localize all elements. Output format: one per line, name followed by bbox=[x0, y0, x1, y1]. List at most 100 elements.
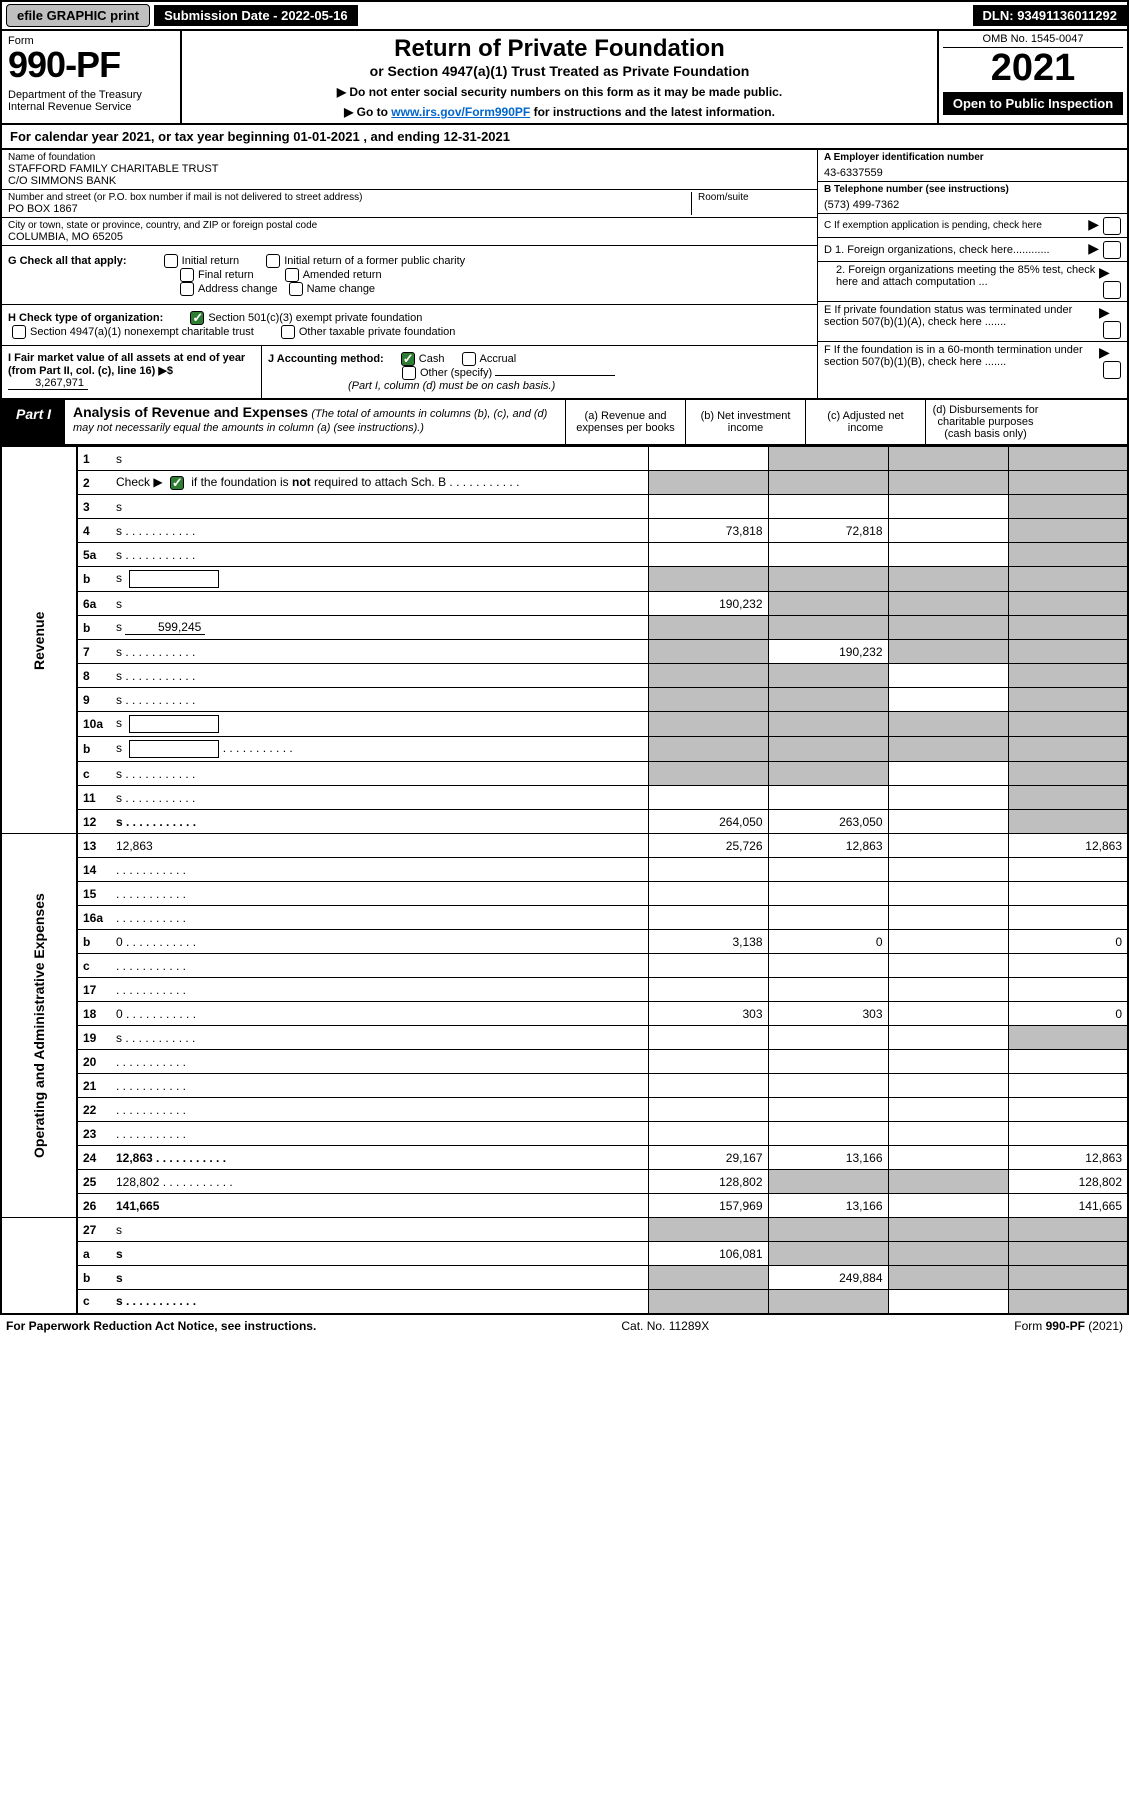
checkbox-name-change[interactable] bbox=[289, 282, 303, 296]
cell-amount bbox=[888, 954, 1008, 978]
checkbox-other-method[interactable] bbox=[402, 366, 416, 380]
line-number: 13 bbox=[77, 834, 111, 858]
line-desc: s bbox=[111, 810, 648, 834]
cell-amount bbox=[1008, 1050, 1128, 1074]
line-desc: 12,863 bbox=[111, 834, 648, 858]
submission-date: Submission Date - 2022-05-16 bbox=[154, 5, 358, 26]
checkbox-4947[interactable] bbox=[12, 325, 26, 339]
column-headers: (a) Revenue and expenses per books (b) N… bbox=[565, 400, 1045, 444]
table-row: 2Check ▶ if the foundation is not requir… bbox=[1, 471, 1128, 495]
cell-shaded bbox=[768, 616, 888, 640]
table-row: 23 bbox=[1, 1122, 1128, 1146]
inline-value: 599,245 bbox=[125, 620, 205, 635]
cell-shaded bbox=[768, 762, 888, 786]
line-number: 27 bbox=[77, 1218, 111, 1242]
cell-amount bbox=[888, 1122, 1008, 1146]
f-label: F If the foundation is in a 60-month ter… bbox=[824, 344, 1099, 368]
ein-value: 43-6337559 bbox=[824, 163, 1121, 179]
cell-shaded bbox=[648, 664, 768, 688]
cell-amount bbox=[888, 906, 1008, 930]
part1-title: Analysis of Revenue and Expenses bbox=[73, 404, 308, 420]
cell-amount bbox=[888, 1098, 1008, 1122]
j-label: J Accounting method: bbox=[268, 353, 384, 365]
open-inspection: Open to Public Inspection bbox=[943, 92, 1123, 115]
line-desc bbox=[111, 954, 648, 978]
line-desc: Check ▶ if the foundation is not require… bbox=[111, 471, 648, 495]
note-link-post: for instructions and the latest informat… bbox=[530, 105, 775, 119]
cell-amount: 190,232 bbox=[648, 592, 768, 616]
city-label: City or town, state or province, country… bbox=[8, 220, 811, 231]
table-row: 26141,665 157,96913,166141,665 bbox=[1, 1194, 1128, 1218]
cell-amount bbox=[888, 1026, 1008, 1050]
line-number: 10a bbox=[77, 712, 111, 737]
line-number: b bbox=[77, 616, 111, 640]
ein-cell: A Employer identification number 43-6337… bbox=[818, 150, 1127, 182]
efile-button[interactable]: efile GRAPHIC print bbox=[6, 4, 150, 27]
table-row: Revenue1s bbox=[1, 447, 1128, 471]
checkbox-foreign-org[interactable] bbox=[1103, 241, 1121, 259]
checkbox-501c3[interactable] bbox=[190, 311, 204, 325]
cell-amount bbox=[1008, 858, 1128, 882]
checkbox-85pct[interactable] bbox=[1103, 281, 1121, 299]
table-row: 8s bbox=[1, 664, 1128, 688]
opt-other-method: Other (specify) bbox=[420, 367, 492, 379]
cell-amount bbox=[1008, 906, 1128, 930]
line-number: 9 bbox=[77, 688, 111, 712]
opt-initial-return: Initial return bbox=[182, 255, 239, 267]
opt-final-return: Final return bbox=[198, 269, 254, 281]
checkbox-60month[interactable] bbox=[1103, 361, 1121, 379]
checkbox-final-return[interactable] bbox=[180, 268, 194, 282]
cell-shaded bbox=[768, 1290, 888, 1314]
cell-amount bbox=[888, 543, 1008, 567]
checkbox-terminated[interactable] bbox=[1103, 321, 1121, 339]
cell-amount bbox=[768, 978, 888, 1002]
line-number: c bbox=[77, 954, 111, 978]
cell-shaded bbox=[648, 1266, 768, 1290]
part1-header: Part I Analysis of Revenue and Expenses … bbox=[0, 400, 1129, 446]
checkbox-amended[interactable] bbox=[285, 268, 299, 282]
line-number: b bbox=[77, 567, 111, 592]
table-row: cs bbox=[1, 1290, 1128, 1314]
checkbox-accrual[interactable] bbox=[462, 352, 476, 366]
line-number: 21 bbox=[77, 1074, 111, 1098]
cell-amount: 263,050 bbox=[768, 810, 888, 834]
cell-shaded bbox=[768, 1218, 888, 1242]
line-desc: s bbox=[111, 592, 648, 616]
line-desc: s bbox=[111, 664, 648, 688]
line-number: 12 bbox=[77, 810, 111, 834]
checkbox-cash[interactable] bbox=[401, 352, 415, 366]
net-side-spacer bbox=[1, 1218, 77, 1314]
line-number: b bbox=[77, 737, 111, 762]
checkbox-schb[interactable] bbox=[170, 476, 184, 490]
cell-shaded bbox=[1008, 1242, 1128, 1266]
checkbox-address-change[interactable] bbox=[180, 282, 194, 296]
table-row: 25128,802 128,802128,802 bbox=[1, 1170, 1128, 1194]
cell-amount bbox=[768, 1074, 888, 1098]
line-number: 3 bbox=[77, 495, 111, 519]
cell-amount bbox=[888, 495, 1008, 519]
opt-amended: Amended return bbox=[303, 269, 382, 281]
cell-amount bbox=[1008, 882, 1128, 906]
table-row: as 106,081 bbox=[1, 1242, 1128, 1266]
line-number: 17 bbox=[77, 978, 111, 1002]
checkbox-other-taxable[interactable] bbox=[281, 325, 295, 339]
cell-amount bbox=[888, 1146, 1008, 1170]
col-d-header: (d) Disbursements for charitable purpose… bbox=[925, 400, 1045, 444]
table-row: Operating and Administrative Expenses131… bbox=[1, 834, 1128, 858]
other-specify-input[interactable] bbox=[495, 375, 615, 376]
header-left: Form 990-PF Department of the Treasury I… bbox=[2, 31, 182, 123]
cell-shaded bbox=[888, 592, 1008, 616]
line-desc: s bbox=[111, 786, 648, 810]
cell-shaded bbox=[888, 1170, 1008, 1194]
cell-amount: 12,863 bbox=[1008, 834, 1128, 858]
table-row: b0 3,13800 bbox=[1, 930, 1128, 954]
name-cell: Name of foundation STAFFORD FAMILY CHARI… bbox=[2, 150, 817, 190]
part1-badge: Part I bbox=[2, 400, 65, 444]
checkbox-initial-return[interactable] bbox=[164, 254, 178, 268]
cell-shaded bbox=[1008, 495, 1128, 519]
irs-link[interactable]: www.irs.gov/Form990PF bbox=[391, 105, 530, 119]
checkbox-exemption-pending[interactable] bbox=[1103, 217, 1121, 235]
checkbox-initial-former[interactable] bbox=[266, 254, 280, 268]
line-desc: s bbox=[111, 712, 648, 737]
top-bar: efile GRAPHIC print Submission Date - 20… bbox=[0, 0, 1129, 31]
